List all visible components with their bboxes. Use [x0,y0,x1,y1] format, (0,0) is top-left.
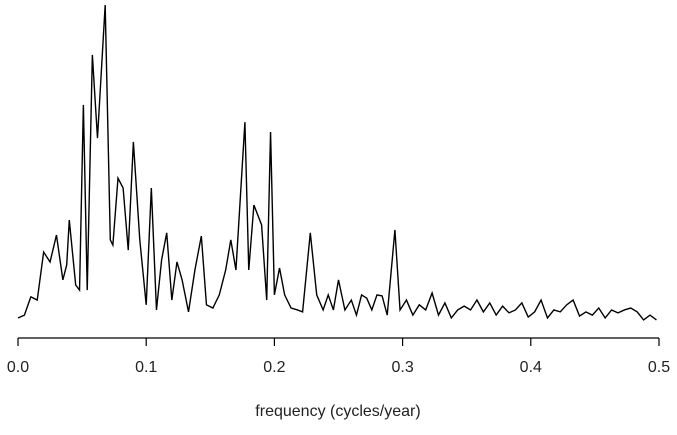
x-tick-label: 0.3 [391,359,413,376]
x-tick-label: 0.4 [520,359,542,376]
periodogram-line [17,4,657,321]
x-tick-label: 0.1 [135,359,157,376]
x-tick-label: 0.2 [263,359,285,376]
x-tick-label: 0.0 [7,359,29,376]
x-axis-label: frequency (cycles/year) [255,403,420,420]
x-tick-label: 0.5 [648,359,670,376]
